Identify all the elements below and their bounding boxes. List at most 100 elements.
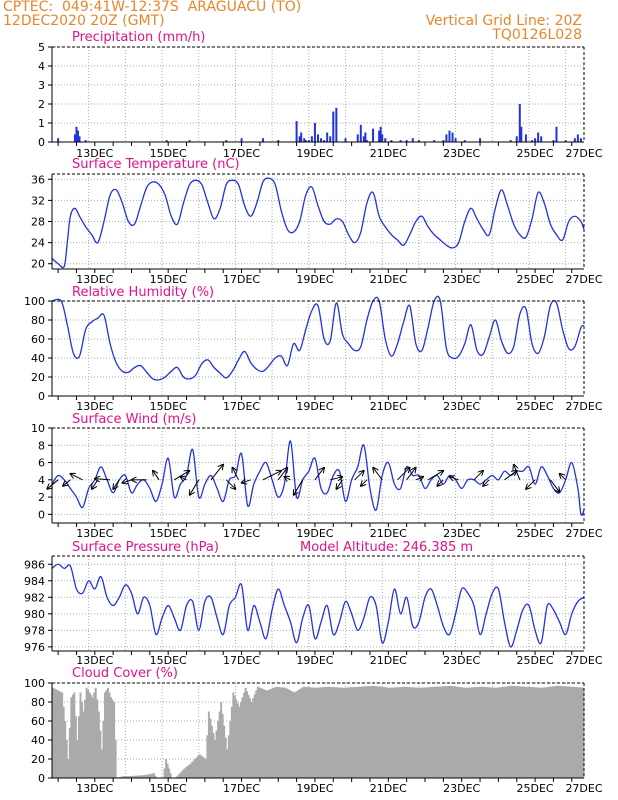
cloud-bar [438,686,441,778]
cloud-bar [386,687,389,778]
cloud-bar [443,686,446,778]
pressure-ytick-label: 982 [24,591,45,604]
cloud-bar [220,702,223,778]
wind-arrow [284,477,291,480]
cloud-bar [337,687,340,778]
wind-arrow [277,468,287,481]
wind-ytick-label: 8 [38,439,45,452]
cloud-bar [493,687,496,778]
precip-bar [463,140,466,142]
cloud-bar [238,706,241,778]
cloud-bar [55,689,57,778]
precip-bar [73,134,76,142]
cloud-bar [539,687,542,778]
wind-arrow [242,480,251,483]
cloud-bar [428,687,430,778]
cloud-bar [558,685,560,778]
precip-bar [509,140,512,142]
pressure-ytick-label: 976 [24,641,45,654]
wind-arrow [181,477,187,480]
cloud-cover-ytick-label: 0 [38,772,45,785]
cloud-bar [444,686,447,778]
cloud-bar [486,687,489,778]
cloud-bar [470,687,473,778]
precip-bar [188,140,191,142]
cloud-bar [145,774,148,778]
header-code: TQ0126L028 [492,27,582,43]
cloud-bar [108,692,111,778]
cloud-bar [143,775,146,778]
cloud-bar [243,692,246,778]
humidity-ytick-label: 40 [31,352,45,365]
humidity-xtick-label: 19DEC [296,400,333,413]
cloud-bar [56,690,59,778]
cloud-bar [288,690,291,778]
cloud-bar [495,687,498,778]
pressure-ytick-label: 984 [24,575,45,588]
cloud-bar [525,686,528,778]
cloud-bar [129,776,132,778]
cloud-bar [262,689,265,778]
precip-bar [57,138,60,142]
cloud-bar [342,687,345,778]
wind-ytick-label: 2 [38,491,45,504]
cloud-bar [226,749,229,778]
wind-arrow [354,471,364,481]
precip-bar [381,134,384,142]
wind-arrow [92,479,99,489]
temperature-ytick-label: 20 [31,258,45,271]
cloud-bar [65,740,68,778]
precip-bar [335,107,338,142]
cloud-bar [307,687,310,778]
cloud-bar [336,687,339,778]
cloud-bar [107,687,109,778]
temperature-xtick-label: 15DEC [150,273,187,286]
cloud-bar [71,694,74,778]
precip-bar [362,136,365,142]
cloud-bar [93,692,96,778]
pressure-ytick-label: 980 [24,608,45,621]
precip-bar [313,123,316,142]
cloud-bar [103,692,106,778]
cloud-bar [62,706,65,778]
cloud-bar [391,687,394,778]
cloud-bar [504,686,507,778]
temperature-xtick-label: 27DEC [565,273,602,286]
cloud-bar [354,686,357,778]
cloud-bar [270,688,273,778]
precip-bar [520,126,523,142]
cloud-bar [435,686,438,778]
precip-bar [552,140,555,142]
cloud-bar [81,702,83,778]
wind-arrow [210,465,223,481]
cloud-bar [510,685,513,778]
cloud-bar [331,687,334,778]
cloud-bar [253,694,256,778]
cloud-bar [200,755,203,778]
precip-bar [579,138,582,142]
cloud-bar [432,686,435,778]
wind-arrow [71,474,83,481]
humidity-ytick-label: 80 [31,314,45,327]
cloud-bar [330,686,333,778]
cloud-bar [203,757,206,778]
cloud-bar [487,687,490,778]
cloud-cover-title: Cloud Cover (%) [72,666,178,681]
precip-bar [573,138,576,142]
cloud-bar [571,686,574,778]
humidity-panel: Relative Humidity (%) 0 20 40 60 80 100 13DEC 15… [24,285,603,413]
precip-bar [310,136,313,142]
cloud-bar [272,688,275,778]
cloud-bar [201,756,204,778]
cloud-bar [267,689,270,778]
temperature-xtick-label: 21DEC [370,273,407,286]
cloud-bar [340,687,343,778]
cloud-bar [284,687,287,778]
cloud-bar [186,766,189,778]
wind-arrow [483,479,490,486]
cloud-bar [547,686,550,778]
cloud-bar [480,686,482,778]
wind-arrow [174,471,189,481]
cloud-bar [240,702,242,778]
cloud-bar [113,702,116,778]
